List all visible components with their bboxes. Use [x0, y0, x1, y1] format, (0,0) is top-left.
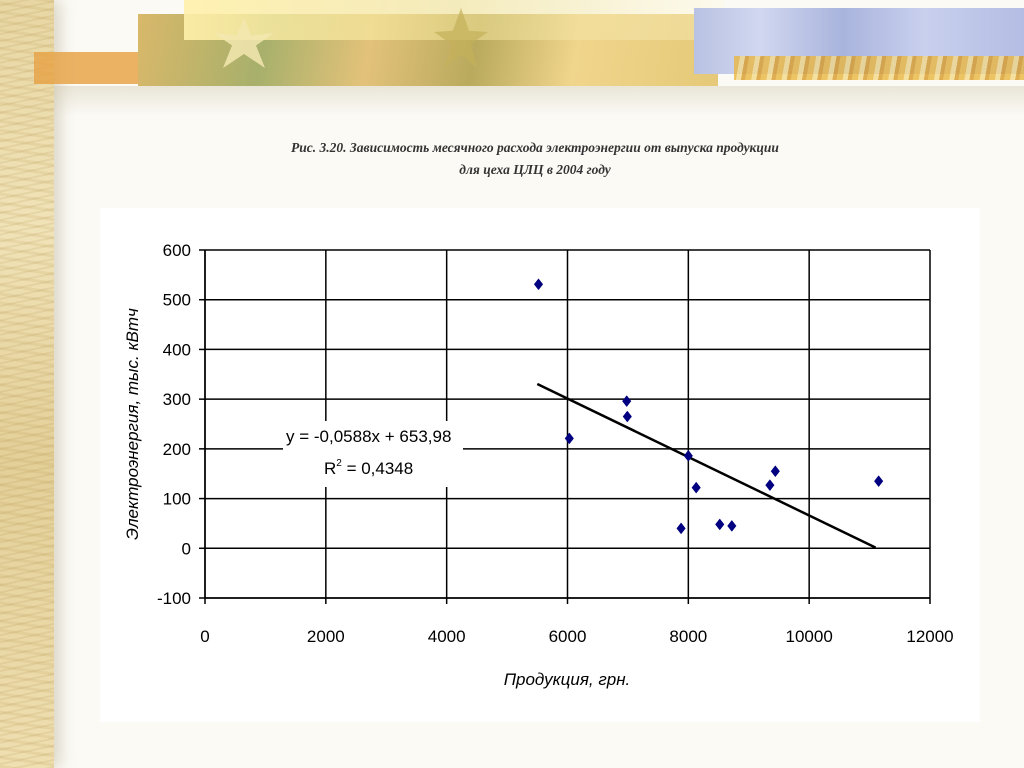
- y-tick-label: 600: [163, 241, 191, 260]
- trendline-equation: y = -0,0588x + 653,98: [286, 427, 451, 446]
- data-point: [691, 481, 701, 494]
- y-tick-label: -100: [157, 589, 191, 608]
- y-tick-label: 0: [182, 539, 191, 558]
- figure-caption: Рис. 3.20. Зависимость месячного расхода…: [150, 137, 920, 181]
- caption-line-1: Рис. 3.20. Зависимость месячного расхода…: [291, 140, 779, 155]
- y-tick-label: 100: [163, 490, 191, 509]
- y-tick-label: 400: [163, 340, 191, 359]
- data-point: [715, 518, 725, 531]
- y-tick-label: 300: [163, 390, 191, 409]
- x-tick-label: 6000: [549, 627, 587, 646]
- data-point: [564, 432, 574, 445]
- equation-box: [283, 421, 463, 487]
- data-point: [727, 520, 737, 532]
- y-tick-label: 200: [163, 440, 191, 459]
- chart-area: -100 0 100 200 300 400 500 600 0 2000 4000 6000 8000…: [100, 208, 980, 722]
- trendline: [536, 382, 877, 549]
- x-tick-label: 0: [200, 627, 209, 646]
- x-axis-label: Продукция, грн.: [504, 670, 631, 689]
- x-tick-label: 8000: [669, 627, 707, 646]
- data-point: [676, 522, 686, 535]
- caption-line-2: для цеха ЦЛЦ в 2004 году: [459, 162, 611, 177]
- data-point: [874, 475, 884, 488]
- data-point: [533, 278, 544, 291]
- x-tick-label: 4000: [428, 627, 466, 646]
- data-point: [622, 410, 632, 423]
- data-point: [622, 395, 632, 408]
- data-point: [770, 465, 780, 478]
- x-tick-label: 2000: [307, 627, 345, 646]
- y-tick-label: 500: [163, 291, 191, 310]
- data-point: [765, 479, 775, 492]
- x-tick-label: 10000: [786, 627, 833, 646]
- decorative-banner: [34, 0, 1024, 86]
- data-point: [683, 449, 693, 462]
- x-tick-label: 12000: [906, 627, 953, 646]
- r-squared-label: R2 = 0,4348: [324, 458, 413, 478]
- y-axis-label: Электроэнергия, тыс. кВтч: [123, 308, 142, 540]
- parchment-side-texture: [0, 0, 54, 768]
